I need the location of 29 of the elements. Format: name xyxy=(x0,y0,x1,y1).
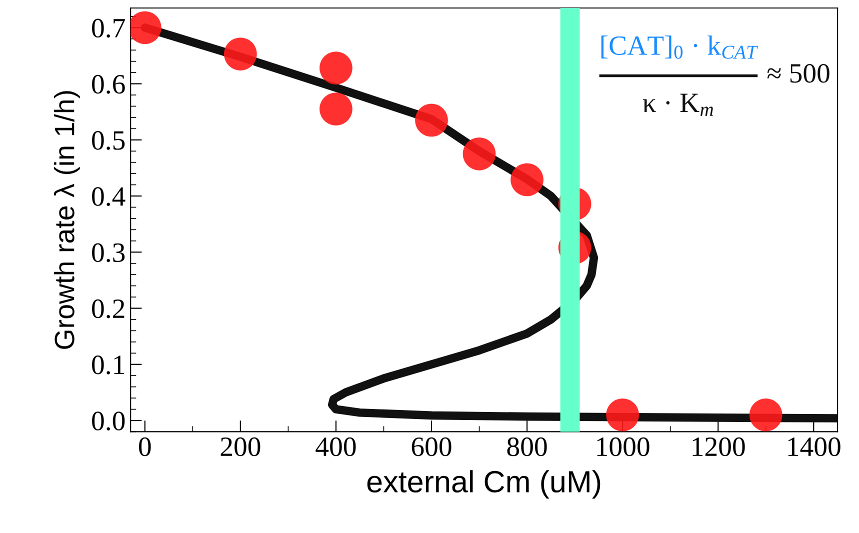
y-tick-label: 0.4 xyxy=(92,187,126,206)
annotation: [CAT]$_{0}$ · k$_{CAT}$ xyxy=(601,35,758,59)
x-tick-label: 600 xyxy=(412,437,452,456)
x-tick-label: 1000 xyxy=(597,437,650,456)
point xyxy=(224,38,257,70)
point xyxy=(462,137,496,170)
y-tick-label: 0.2 xyxy=(92,299,124,318)
point xyxy=(510,163,544,196)
point xyxy=(606,398,640,432)
y-tick-label: 0.3 xyxy=(92,243,125,262)
y-tick-label: 0.7 xyxy=(92,18,125,38)
y-tick-label: 0.1 xyxy=(92,356,124,374)
y-tick-label: 0.6 xyxy=(92,74,125,94)
y-tick-label: 0.0 xyxy=(92,412,125,431)
y-axis-title: Growth rate λ (in 1/h) xyxy=(54,91,80,349)
point xyxy=(320,92,352,126)
x-tick-label: 1200 xyxy=(692,437,745,456)
point xyxy=(415,104,448,137)
point xyxy=(749,398,782,432)
point xyxy=(320,52,352,84)
x-tick-label: 0 xyxy=(139,437,151,456)
x-tick-label: 400 xyxy=(316,437,356,456)
annotation: ≈ 500 xyxy=(767,64,830,83)
x-tick-label: 800 xyxy=(507,437,547,456)
annotation: κ · K$_{m}$ xyxy=(642,94,713,116)
x-tick-label: 200 xyxy=(220,437,260,456)
x-tick-label: 1400 xyxy=(788,437,840,456)
x-axis-title: external Cm (uM) xyxy=(367,470,600,499)
y-tick-label: 0.5 xyxy=(92,131,125,150)
